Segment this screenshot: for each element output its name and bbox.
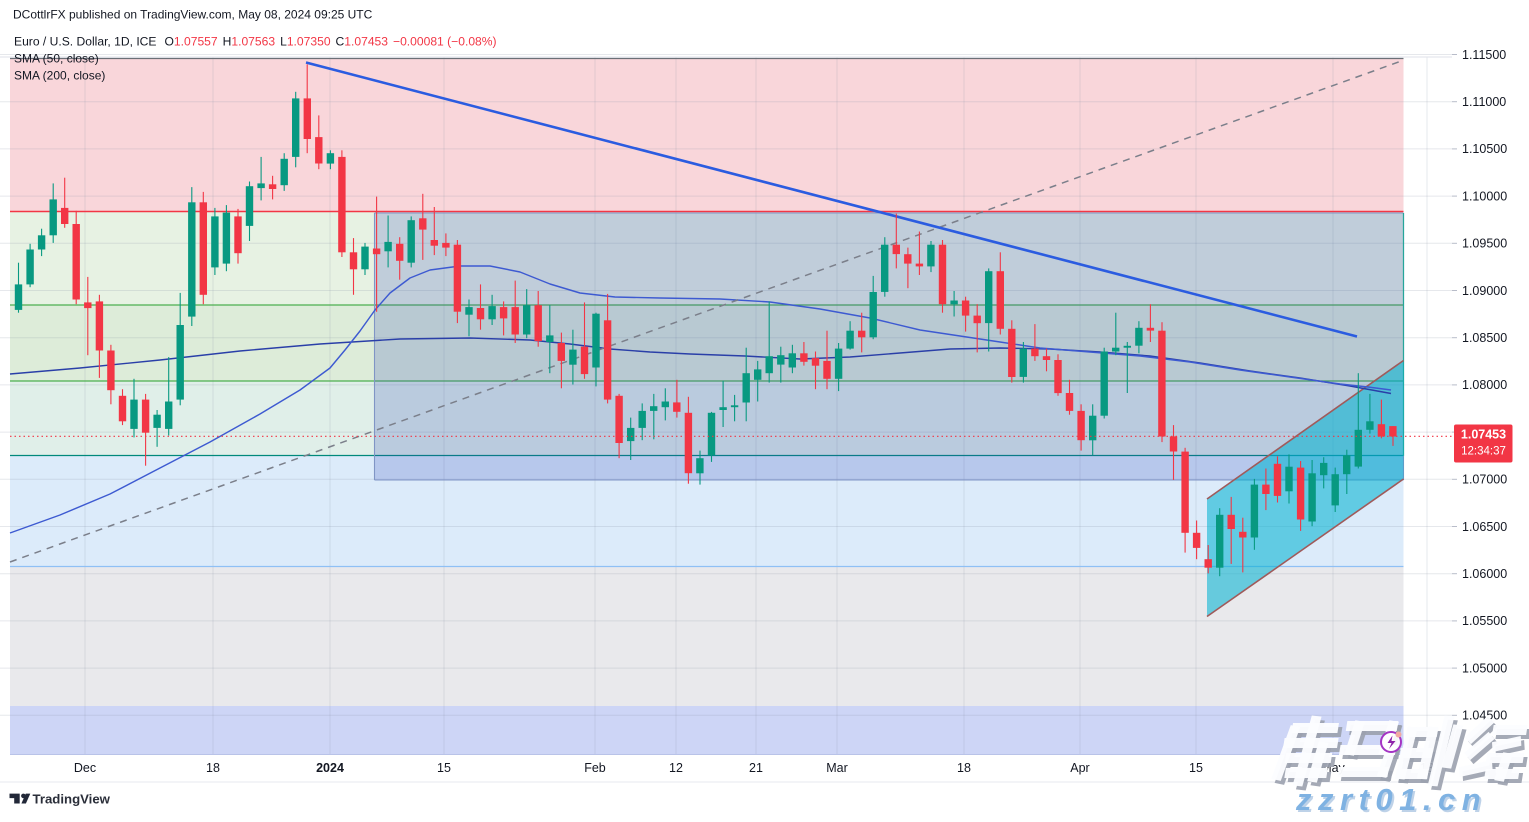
- svg-text:1.11500: 1.11500: [1462, 48, 1506, 62]
- svg-text:TradingView: TradingView: [33, 792, 111, 807]
- svg-text:1.07000: 1.07000: [1462, 473, 1507, 487]
- svg-text:18: 18: [957, 761, 971, 775]
- svg-text:1.10000: 1.10000: [1462, 189, 1507, 203]
- svg-text:Mar: Mar: [826, 761, 848, 775]
- svg-text:1.08500: 1.08500: [1462, 331, 1507, 345]
- svg-text:12: 12: [669, 761, 683, 775]
- svg-text:1.06500: 1.06500: [1462, 520, 1507, 534]
- svg-text:Feb: Feb: [584, 761, 606, 775]
- svg-text:1.08000: 1.08000: [1462, 378, 1507, 392]
- svg-text:1.04500: 1.04500: [1462, 709, 1507, 723]
- svg-text:zzrt01.cn: zzrt01.cn: [1295, 782, 1487, 817]
- svg-text:1.07453: 1.07453: [1461, 428, 1506, 442]
- svg-text:SMA (200, close): SMA (200, close): [14, 69, 105, 83]
- svg-text:zzrt01.cn: zzrt01.cn: [1297, 784, 1489, 817]
- svg-text:Dec: Dec: [74, 761, 96, 775]
- svg-text:Apr: Apr: [1070, 761, 1089, 775]
- svg-text:1.05500: 1.05500: [1462, 614, 1507, 628]
- svg-text:15: 15: [437, 761, 451, 775]
- svg-text:1.09000: 1.09000: [1462, 284, 1507, 298]
- svg-text:SMA (50, close): SMA (50, close): [14, 52, 99, 66]
- svg-text:1.05000: 1.05000: [1462, 661, 1507, 675]
- svg-text:12:34:37: 12:34:37: [1461, 446, 1506, 458]
- svg-text:1.06000: 1.06000: [1462, 567, 1507, 581]
- svg-text:21: 21: [749, 761, 763, 775]
- svg-text:15: 15: [1189, 761, 1203, 775]
- svg-text:1.10500: 1.10500: [1462, 142, 1507, 156]
- svg-text:1.09500: 1.09500: [1462, 237, 1507, 251]
- svg-text:1.11000: 1.11000: [1462, 95, 1506, 109]
- svg-text:2024: 2024: [316, 761, 344, 775]
- svg-text:DCottlrFX published on Trading: DCottlrFX published on TradingView.com, …: [13, 8, 373, 22]
- svg-text:18: 18: [206, 761, 220, 775]
